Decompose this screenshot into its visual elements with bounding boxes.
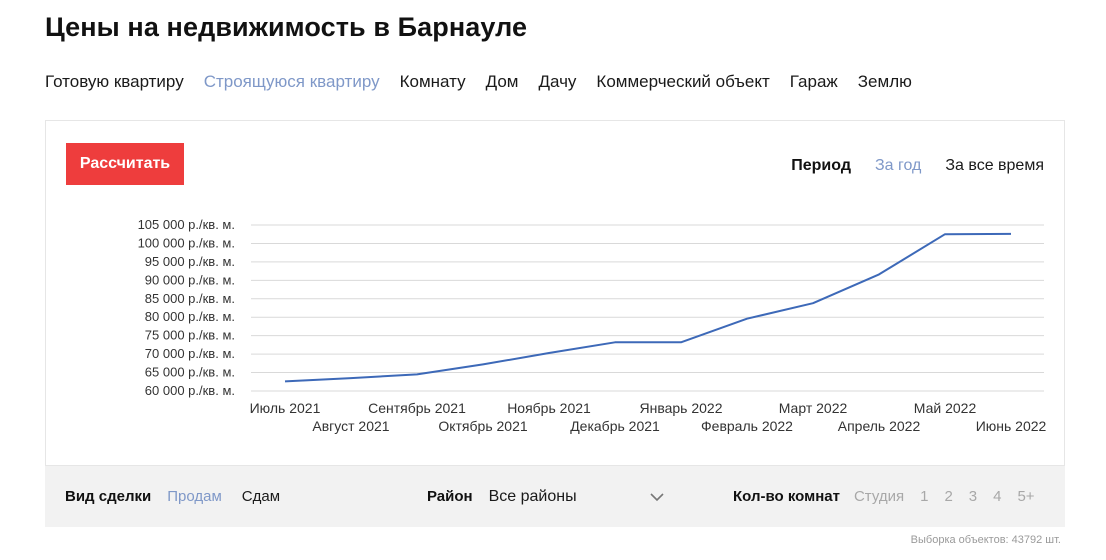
rooms-option[interactable]: 1	[920, 488, 929, 505]
objects-count: Выборка объектов: 43792 шт.	[910, 534, 1061, 546]
chart-card: Рассчитать Период За год За все время 60…	[45, 120, 1065, 466]
y-tick-label: 85 000 р./кв. м.	[145, 291, 235, 306]
x-tick-label: Июль 2021	[250, 400, 321, 416]
district-label: Район	[427, 488, 473, 505]
y-tick-label: 90 000 р./кв. м.	[145, 272, 235, 287]
rooms-option[interactable]: 2	[944, 488, 953, 505]
data-point[interactable]	[480, 361, 486, 367]
data-point[interactable]	[1008, 231, 1014, 237]
data-point[interactable]	[876, 271, 882, 277]
y-tick-label: 60 000 р./кв. м.	[145, 383, 235, 398]
data-point[interactable]	[282, 378, 288, 384]
rooms-filter: Кол-во комнат Студия 1 2 3 4 5+	[733, 466, 1035, 527]
data-point[interactable]	[546, 350, 552, 356]
property-type-tab[interactable]: Строящуюся квартиру	[203, 72, 380, 91]
x-tick-label: Май 2022	[914, 400, 977, 416]
rooms-option[interactable]: 3	[968, 488, 978, 505]
filter-bar: Вид сделки Продам Сдам Район Все районы …	[45, 466, 1065, 527]
period-option-year[interactable]: За год	[874, 157, 922, 174]
data-point[interactable]	[414, 371, 420, 377]
data-point[interactable]	[348, 375, 354, 381]
x-tick-label: Февраль 2022	[701, 418, 793, 434]
period-option-all-time[interactable]: За все время	[945, 157, 1044, 174]
property-type-tab[interactable]: Землю	[857, 72, 912, 91]
y-tick-label: 80 000 р./кв. м.	[145, 309, 235, 324]
property-type-tab[interactable]: Комнату	[399, 72, 466, 91]
data-point[interactable]	[810, 300, 816, 306]
data-point[interactable]	[942, 231, 948, 237]
district-value: Все районы	[488, 487, 577, 505]
deal-option-rent[interactable]: Сдам	[241, 488, 281, 505]
x-tick-label: Август 2021	[312, 418, 389, 434]
calculate-button[interactable]: Рассчитать	[66, 143, 184, 185]
x-tick-label: Июнь 2022	[976, 418, 1047, 434]
district-select[interactable]: Все районы	[489, 488, 665, 506]
page-title: Цены на недвижимость в Барнауле	[45, 12, 528, 42]
y-axis-labels: 60 000 р./кв. м. 65 000 р./кв. м. 70 000 р…	[138, 217, 235, 398]
period-selector: Период За год За все время	[791, 157, 1044, 175]
price-series-line	[284, 232, 1012, 383]
property-type-tab[interactable]: Дачу	[538, 72, 577, 91]
deal-type-label: Вид сделки	[65, 488, 152, 505]
rooms-label: Кол-во комнат	[733, 488, 840, 505]
data-point[interactable]	[744, 316, 750, 322]
x-tick-label: Март 2022	[779, 400, 848, 416]
chart-gridlines	[251, 224, 1044, 392]
x-tick-label: Декабрь 2021	[570, 418, 660, 434]
property-type-tabs: Готовую квартиру Строящуюся квартиру Комна…	[45, 72, 912, 92]
chart-series	[282, 231, 1014, 384]
y-tick-label: 95 000 р./кв. м.	[145, 254, 235, 269]
deal-option-sell[interactable]: Продам	[167, 488, 222, 505]
rooms-option[interactable]: 4	[993, 488, 1002, 505]
price-line-chart: 60 000 р./кв. м. 65 000 р./кв. м. 70 000 р…	[138, 217, 1047, 434]
property-type-tab[interactable]: Дом	[485, 72, 519, 91]
rooms-option[interactable]: Студия	[853, 488, 905, 505]
chevron-down-icon	[650, 492, 664, 501]
x-tick-label: Сентябрь 2021	[368, 400, 466, 416]
period-label: Период	[791, 157, 851, 174]
property-type-tab[interactable]: Гараж	[789, 72, 838, 91]
x-tick-label: Январь 2022	[639, 400, 722, 416]
x-tick-label: Ноябрь 2021	[507, 400, 591, 416]
data-point[interactable]	[678, 339, 684, 345]
property-type-tab[interactable]: Готовую квартиру	[45, 72, 184, 91]
x-tick-label: Октябрь 2021	[438, 418, 528, 434]
property-type-tab[interactable]: Коммерческий объект	[596, 72, 770, 91]
rooms-option[interactable]: 5+	[1017, 488, 1035, 505]
deal-type-filter: Вид сделки Продам Сдам	[65, 466, 300, 527]
y-tick-label: 100 000 р./кв. м.	[138, 235, 235, 250]
y-tick-label: 65 000 р./кв. м.	[145, 365, 235, 380]
y-tick-label: 70 000 р./кв. м.	[145, 346, 235, 361]
y-tick-label: 75 000 р./кв. м.	[145, 328, 235, 343]
district-filter: Район Все районы	[427, 466, 665, 527]
x-tick-label: Апрель 2022	[838, 418, 921, 434]
x-axis-labels: Июль 2021 Август 2021 Сентябрь 2021 Октябрь…	[250, 400, 1047, 434]
y-tick-label: 105 000 р./кв. м.	[138, 217, 235, 232]
data-point[interactable]	[612, 339, 618, 345]
